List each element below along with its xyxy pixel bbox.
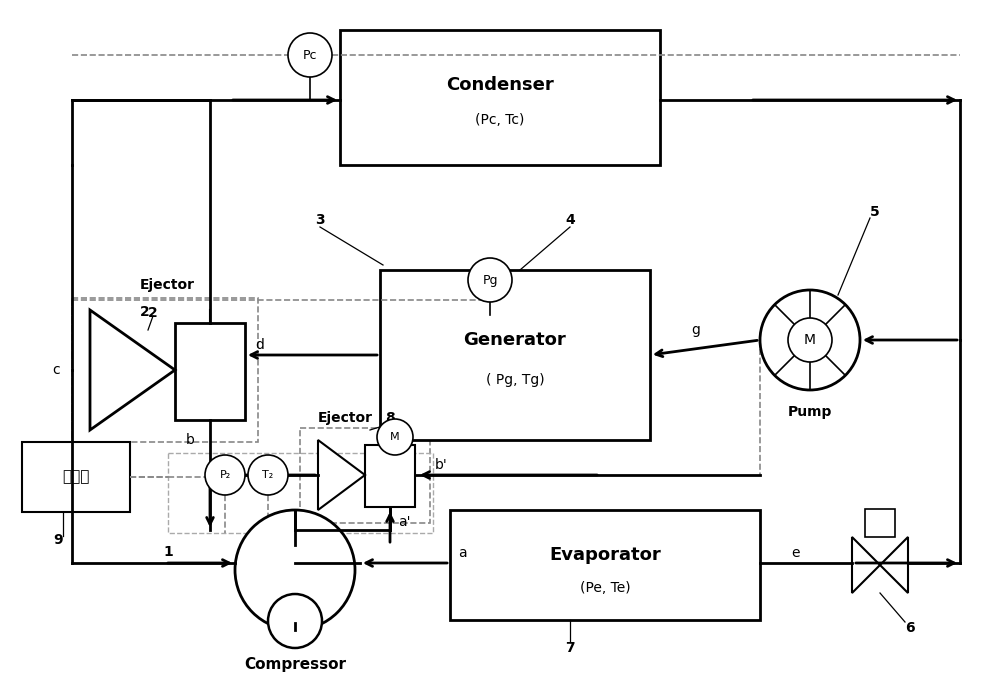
Bar: [72, 298, 258, 442]
Bar: [22, 442, 130, 512]
Text: d: d: [255, 338, 264, 352]
Text: ( Pg, Tg): ( Pg, Tg): [486, 373, 544, 387]
Bar: [175, 323, 245, 420]
Text: Pump: Pump: [788, 405, 832, 419]
Bar: [380, 270, 650, 440]
Text: 9: 9: [53, 533, 63, 547]
Text: Compressor: Compressor: [244, 657, 346, 673]
Text: 3: 3: [315, 213, 325, 227]
Text: 7: 7: [565, 641, 575, 655]
Text: Generator: Generator: [464, 331, 566, 349]
Bar: [365, 445, 415, 507]
Text: T₂: T₂: [262, 470, 274, 480]
Circle shape: [268, 594, 322, 648]
Text: Pc: Pc: [303, 49, 317, 61]
Text: g: g: [691, 323, 700, 337]
Text: 5: 5: [870, 205, 880, 219]
Text: 2: 2: [140, 305, 150, 319]
Text: a': a': [398, 515, 411, 529]
Text: 控制器: 控制器: [62, 470, 90, 484]
Polygon shape: [852, 537, 880, 593]
Polygon shape: [90, 310, 175, 430]
Circle shape: [788, 318, 832, 362]
Text: a: a: [458, 546, 467, 560]
Bar: [168, 453, 433, 533]
Polygon shape: [318, 440, 365, 510]
Text: M: M: [390, 432, 400, 442]
Text: b: b: [186, 433, 195, 447]
Circle shape: [760, 290, 860, 390]
Bar: [865, 509, 895, 537]
Circle shape: [205, 455, 245, 495]
Bar: [300, 428, 430, 523]
Text: (Pc, Tc): (Pc, Tc): [475, 113, 525, 127]
Text: e: e: [792, 546, 800, 560]
Circle shape: [377, 419, 413, 455]
Text: (Pe, Te): (Pe, Te): [580, 581, 630, 595]
Polygon shape: [880, 537, 908, 593]
Circle shape: [468, 258, 512, 302]
Text: M: M: [804, 333, 816, 347]
Circle shape: [235, 510, 355, 630]
Circle shape: [248, 455, 288, 495]
Text: Condenser: Condenser: [446, 76, 554, 94]
Text: 6: 6: [905, 621, 915, 635]
Text: P₂: P₂: [219, 470, 231, 480]
Text: 2: 2: [148, 306, 158, 320]
Text: Evaporator: Evaporator: [549, 546, 661, 564]
Text: b': b': [435, 458, 448, 472]
Text: c: c: [52, 363, 60, 377]
Text: Pg: Pg: [482, 274, 498, 286]
Bar: [450, 510, 760, 620]
Text: Ejector: Ejector: [140, 278, 195, 292]
Text: 4: 4: [565, 213, 575, 227]
Text: Ejector: Ejector: [318, 411, 373, 425]
Text: 1: 1: [163, 545, 173, 559]
Circle shape: [288, 33, 332, 77]
Text: 8: 8: [385, 411, 395, 425]
Bar: [340, 30, 660, 165]
